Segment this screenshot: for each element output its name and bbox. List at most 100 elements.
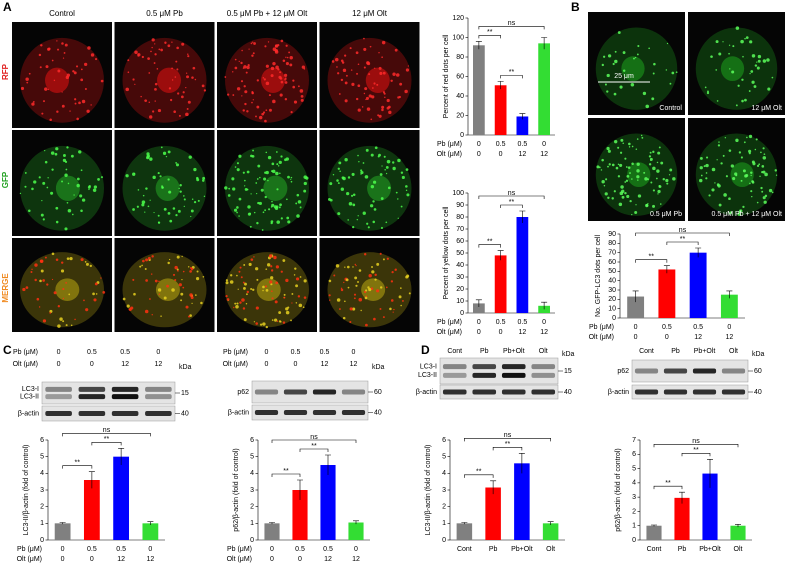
- puncta: [607, 165, 609, 168]
- puncta: [61, 180, 63, 183]
- puncta: [74, 102, 77, 105]
- significance-bracket: [62, 465, 93, 469]
- puncta: [355, 51, 359, 55]
- puncta: [352, 193, 356, 196]
- significance-bracket: [62, 433, 151, 437]
- puncta: [357, 215, 359, 217]
- error-bar: [632, 290, 639, 303]
- puncta: [53, 79, 56, 82]
- puncta: [48, 47, 51, 51]
- puncta: [666, 182, 669, 185]
- puncta: [339, 170, 341, 173]
- micrograph: [588, 118, 685, 221]
- puncta: [357, 84, 361, 88]
- puncta: [757, 54, 762, 59]
- puncta: [377, 114, 380, 117]
- puncta: [191, 302, 193, 305]
- puncta: [167, 44, 171, 48]
- puncta: [605, 178, 608, 181]
- puncta: [87, 46, 91, 50]
- significance-bracket: [500, 75, 523, 79]
- puncta: [600, 169, 603, 171]
- error-bar: [651, 524, 657, 527]
- puncta: [744, 37, 746, 40]
- panel-label: D: [421, 343, 430, 357]
- puncta: [85, 308, 89, 312]
- error-bar: [707, 458, 713, 488]
- puncta: [758, 163, 761, 166]
- puncta: [72, 213, 74, 216]
- puncta: [606, 146, 610, 151]
- lane-label: 0.5: [87, 349, 97, 356]
- puncta: [154, 100, 156, 102]
- puncta: [224, 76, 227, 78]
- puncta: [76, 183, 80, 188]
- puncta: [51, 252, 55, 256]
- puncta: [756, 66, 760, 70]
- puncta: [741, 78, 744, 81]
- puncta: [134, 83, 136, 85]
- puncta: [44, 160, 48, 164]
- puncta: [164, 41, 167, 44]
- puncta: [368, 94, 372, 98]
- bar: [658, 269, 676, 318]
- puncta: [61, 91, 63, 93]
- puncta: [159, 175, 162, 178]
- micrograph: [217, 130, 317, 236]
- puncta: [151, 46, 153, 49]
- puncta: [174, 76, 177, 78]
- puncta: [662, 177, 665, 181]
- puncta: [337, 72, 340, 75]
- puncta: [357, 154, 359, 157]
- puncta: [253, 256, 255, 258]
- significance-bracket: [653, 485, 683, 490]
- y-tick-label: 50: [608, 268, 616, 275]
- puncta: [267, 263, 271, 267]
- puncta: [371, 270, 375, 274]
- puncta: [735, 26, 740, 30]
- y-tick-label: 40: [608, 278, 616, 285]
- error-bar: [541, 301, 548, 310]
- puncta: [365, 148, 369, 152]
- marker-label: 40: [754, 389, 762, 396]
- puncta: [50, 191, 54, 195]
- puncta: [715, 69, 718, 71]
- puncta: [66, 257, 70, 260]
- micrograph: [114, 130, 215, 236]
- puncta: [69, 110, 71, 112]
- blot-band: [531, 364, 556, 370]
- micrograph: [217, 238, 317, 332]
- puncta: [363, 66, 366, 69]
- band-label: β-actin: [228, 409, 249, 416]
- x-row-label: 0: [634, 334, 638, 341]
- puncta: [380, 197, 384, 200]
- puncta: [738, 151, 742, 154]
- puncta: [759, 175, 761, 178]
- puncta: [177, 92, 180, 95]
- puncta: [743, 141, 746, 144]
- puncta: [285, 157, 289, 161]
- puncta: [372, 180, 377, 184]
- puncta: [185, 305, 189, 309]
- puncta: [74, 318, 76, 321]
- puncta: [622, 142, 624, 145]
- blot-band: [472, 372, 497, 378]
- puncta: [749, 182, 751, 185]
- x-row-label: 0.5: [496, 141, 506, 148]
- y-tick-label: 1: [250, 520, 254, 527]
- x-row-label: 0.5: [295, 546, 305, 553]
- puncta: [279, 77, 283, 80]
- puncta: [761, 165, 765, 168]
- puncta: [176, 268, 179, 271]
- puncta: [167, 178, 170, 181]
- x-row-label: 12: [540, 151, 548, 158]
- puncta: [295, 302, 298, 304]
- x-tick-label: Cont: [647, 546, 662, 553]
- puncta: [337, 167, 340, 170]
- puncta: [280, 39, 284, 43]
- x-row-label: 0.5: [496, 319, 506, 326]
- puncta: [643, 171, 646, 174]
- puncta: [751, 160, 755, 164]
- puncta: [49, 118, 52, 121]
- puncta: [181, 255, 183, 258]
